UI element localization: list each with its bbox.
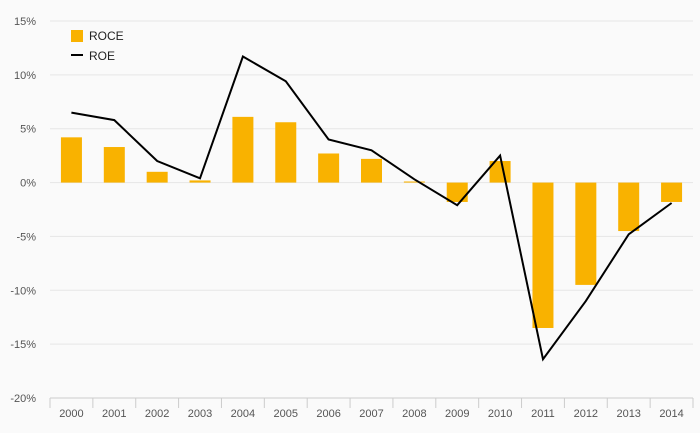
bar-roce <box>232 116 254 183</box>
grid-lines <box>50 20 693 399</box>
x-tick-label: 2013 <box>616 408 640 420</box>
bar-roce <box>446 182 468 202</box>
x-tick-label: 2014 <box>659 408 683 420</box>
x-tick-label: 2009 <box>445 408 469 420</box>
y-tick-label: 0% <box>20 178 36 190</box>
legend-label-roe: ROE <box>89 49 115 63</box>
x-tick-label: 2012 <box>574 408 598 420</box>
x-tick-label: 2004 <box>231 408 255 420</box>
x-tick-label: 2001 <box>102 408 126 420</box>
y-tick-label: -20% <box>10 393 36 405</box>
bar-roce <box>275 122 297 183</box>
y-axis-ticks: 15% 10% 5% 0% -5% -10% -15% -20% <box>10 16 36 405</box>
bar-roce <box>189 180 211 183</box>
bar-roce <box>103 147 125 183</box>
y-tick-label: -5% <box>16 231 36 243</box>
y-tick-label: 15% <box>14 16 36 28</box>
x-tick-label: 2006 <box>316 408 340 420</box>
x-tick-label: 2007 <box>359 408 383 420</box>
legend-swatch-roce <box>71 30 83 42</box>
bar-roce <box>318 153 340 183</box>
bar-roce <box>403 181 425 183</box>
roe-line <box>71 55 673 362</box>
x-tick-label: 2010 <box>488 408 512 420</box>
roe-line-series <box>71 55 673 362</box>
bar-roce <box>60 137 82 183</box>
x-tick-label: 2008 <box>402 408 426 420</box>
x-axis: 2000 2001 2002 2003 2004 2005 2006 2007 2008 2009… <box>49 397 694 420</box>
x-tick-label: 2000 <box>59 408 83 420</box>
y-tick-label: -10% <box>10 285 36 297</box>
bar-roce <box>618 182 640 232</box>
x-tick-label: 2011 <box>531 408 555 420</box>
roce-bars <box>60 116 683 328</box>
legend-label-roce: ROCE <box>89 29 124 43</box>
legend: ROCE ROE <box>71 29 124 63</box>
bar-roce <box>575 182 597 285</box>
bar-roce <box>146 171 168 183</box>
y-tick-label: -15% <box>10 339 36 351</box>
x-tick-label: 2003 <box>188 408 212 420</box>
y-tick-label: 5% <box>20 124 36 136</box>
x-tick-label: 2005 <box>274 408 298 420</box>
x-tick-label: 2002 <box>145 408 169 420</box>
y-tick-label: 10% <box>14 70 36 82</box>
bar-roce <box>532 182 554 328</box>
bar-roce <box>661 182 683 202</box>
bar-roce <box>361 158 382 183</box>
